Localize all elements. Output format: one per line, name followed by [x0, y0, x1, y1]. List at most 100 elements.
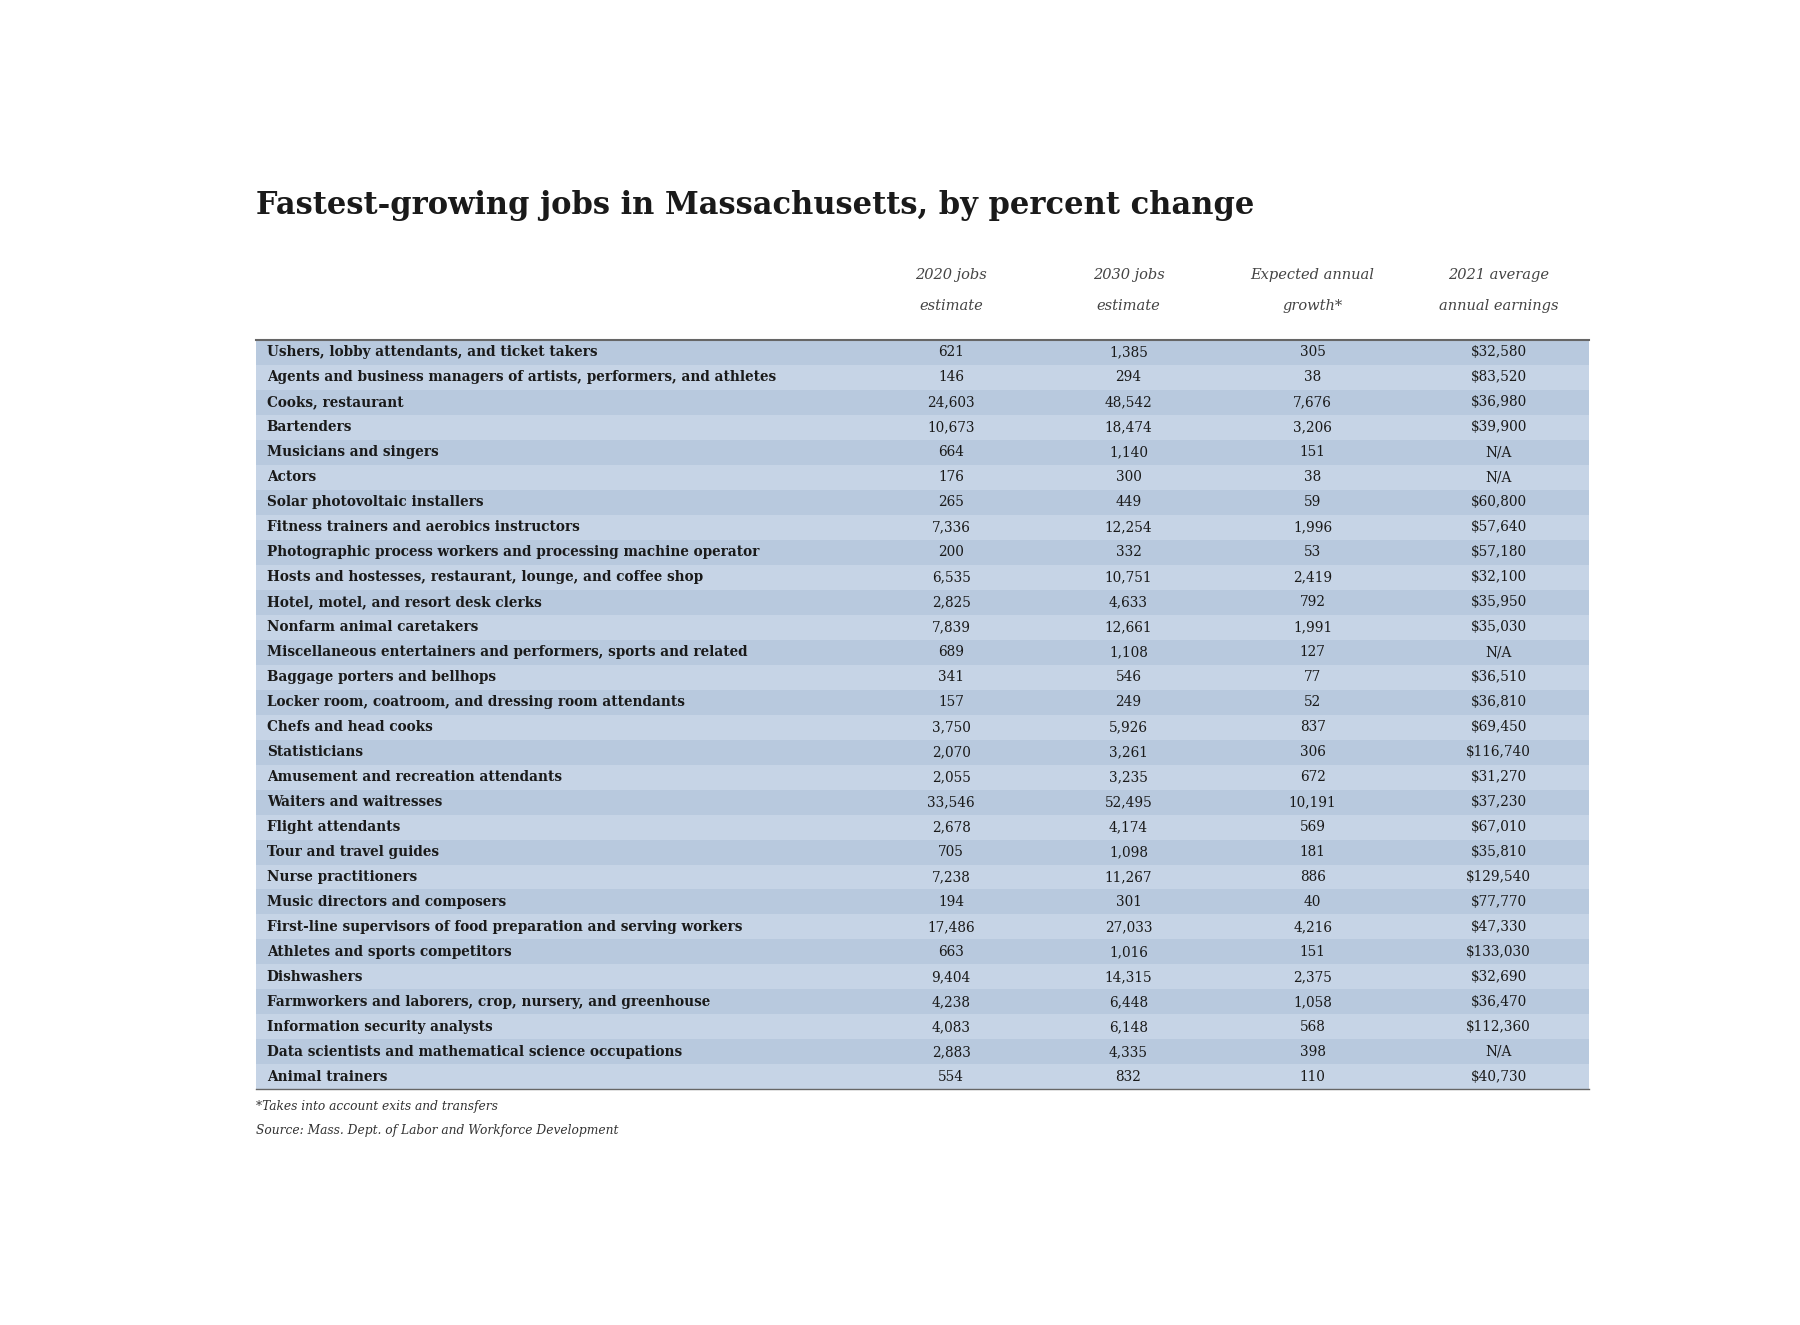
Text: Photographic process workers and processing machine operator: Photographic process workers and process…: [266, 545, 760, 559]
Text: 305: 305: [1300, 344, 1325, 359]
Text: 1,016: 1,016: [1109, 945, 1148, 959]
Bar: [256, 489, 1589, 514]
Text: 12,661: 12,661: [1105, 620, 1152, 635]
Text: 48,542: 48,542: [1105, 395, 1152, 409]
Text: $39,900: $39,900: [1471, 420, 1526, 435]
Text: $133,030: $133,030: [1467, 945, 1532, 959]
Bar: [256, 815, 1589, 840]
Text: 38: 38: [1303, 370, 1321, 384]
Text: $36,810: $36,810: [1471, 696, 1526, 709]
Text: 294: 294: [1116, 370, 1141, 384]
Bar: [256, 1040, 1589, 1064]
Text: 53: 53: [1303, 545, 1321, 559]
Bar: [256, 840, 1589, 864]
Text: 306: 306: [1300, 745, 1325, 759]
Text: N/A: N/A: [1485, 1045, 1512, 1059]
Text: $47,330: $47,330: [1471, 920, 1526, 934]
Text: Source: Mass. Dept. of Labor and Workforce Development: Source: Mass. Dept. of Labor and Workfor…: [256, 1124, 617, 1137]
Text: $67,010: $67,010: [1471, 820, 1526, 833]
Text: 621: 621: [938, 344, 965, 359]
Text: 792: 792: [1300, 595, 1325, 610]
Text: 4,216: 4,216: [1292, 920, 1332, 934]
Text: 705: 705: [938, 845, 965, 859]
Bar: [256, 440, 1589, 465]
Text: Flight attendants: Flight attendants: [266, 820, 400, 833]
Bar: [256, 739, 1589, 765]
Text: $35,030: $35,030: [1471, 620, 1526, 635]
Text: 3,206: 3,206: [1292, 420, 1332, 435]
Bar: [256, 914, 1589, 939]
Text: 265: 265: [938, 496, 965, 509]
Text: estimate: estimate: [920, 298, 983, 313]
Text: 151: 151: [1300, 445, 1325, 458]
Text: $57,180: $57,180: [1471, 545, 1526, 559]
Text: Actors: Actors: [266, 470, 317, 484]
Text: Ushers, lobby attendants, and ticket takers: Ushers, lobby attendants, and ticket tak…: [266, 344, 598, 359]
Text: 554: 554: [938, 1071, 965, 1084]
Text: Baggage porters and bellhops: Baggage porters and bellhops: [266, 670, 495, 684]
Text: 1,058: 1,058: [1292, 995, 1332, 1008]
Text: 249: 249: [1116, 696, 1141, 709]
Bar: [256, 615, 1589, 640]
Text: Amusement and recreation attendants: Amusement and recreation attendants: [266, 770, 562, 784]
Text: Fastest-growing jobs in Massachusetts, by percent change: Fastest-growing jobs in Massachusetts, b…: [256, 189, 1255, 220]
Text: estimate: estimate: [1096, 298, 1161, 313]
Text: 1,098: 1,098: [1109, 845, 1148, 859]
Text: 2,070: 2,070: [932, 745, 970, 759]
Text: $36,510: $36,510: [1471, 670, 1526, 684]
Text: $36,980: $36,980: [1471, 395, 1526, 409]
Text: 10,191: 10,191: [1289, 795, 1336, 810]
Text: Data scientists and mathematical science occupations: Data scientists and mathematical science…: [266, 1045, 682, 1059]
Text: Fitness trainers and aerobics instructors: Fitness trainers and aerobics instructor…: [266, 519, 580, 534]
Text: 110: 110: [1300, 1071, 1325, 1084]
Text: Bartenders: Bartenders: [266, 420, 353, 435]
Text: $36,470: $36,470: [1471, 995, 1526, 1008]
Text: 2030 jobs: 2030 jobs: [1093, 268, 1165, 282]
Text: 18,474: 18,474: [1105, 420, 1152, 435]
Text: Information security analysts: Information security analysts: [266, 1020, 493, 1034]
Text: 3,261: 3,261: [1109, 745, 1148, 759]
Bar: [256, 640, 1589, 665]
Bar: [256, 465, 1589, 489]
Bar: [256, 364, 1589, 390]
Text: 689: 689: [938, 645, 965, 659]
Text: Miscellaneous entertainers and performers, sports and related: Miscellaneous entertainers and performer…: [266, 645, 747, 659]
Text: 398: 398: [1300, 1045, 1325, 1059]
Text: 157: 157: [938, 696, 965, 709]
Text: 2021 average: 2021 average: [1449, 268, 1550, 282]
Text: 12,254: 12,254: [1105, 519, 1152, 534]
Text: 2,825: 2,825: [932, 595, 970, 610]
Text: 4,083: 4,083: [932, 1020, 970, 1034]
Text: 10,751: 10,751: [1105, 570, 1152, 584]
Bar: [256, 415, 1589, 440]
Text: 3,750: 3,750: [932, 719, 970, 734]
Text: 332: 332: [1116, 545, 1141, 559]
Text: 38: 38: [1303, 470, 1321, 484]
Text: 40: 40: [1303, 894, 1321, 909]
Text: 546: 546: [1116, 670, 1141, 684]
Text: 127: 127: [1300, 645, 1325, 659]
Text: 663: 663: [938, 945, 965, 959]
Text: Dishwashers: Dishwashers: [266, 970, 364, 984]
Text: Cooks, restaurant: Cooks, restaurant: [266, 395, 403, 409]
Text: 2,055: 2,055: [932, 770, 970, 784]
Text: 181: 181: [1300, 845, 1325, 859]
Text: 194: 194: [938, 894, 965, 909]
Bar: [256, 339, 1589, 364]
Text: Expected annual: Expected annual: [1251, 268, 1375, 282]
Text: 11,267: 11,267: [1105, 871, 1152, 884]
Text: 14,315: 14,315: [1105, 970, 1152, 984]
Text: $69,450: $69,450: [1471, 719, 1526, 734]
Text: 832: 832: [1116, 1071, 1141, 1084]
Text: Nonfarm animal caretakers: Nonfarm animal caretakers: [266, 620, 479, 635]
Text: Athletes and sports competitors: Athletes and sports competitors: [266, 945, 511, 959]
Bar: [256, 889, 1589, 914]
Text: 52: 52: [1303, 696, 1321, 709]
Text: 10,673: 10,673: [927, 420, 976, 435]
Text: $32,580: $32,580: [1471, 344, 1526, 359]
Text: 7,336: 7,336: [932, 519, 970, 534]
Text: 300: 300: [1116, 470, 1141, 484]
Text: 4,633: 4,633: [1109, 595, 1148, 610]
Text: $57,640: $57,640: [1471, 519, 1526, 534]
Text: 341: 341: [938, 670, 965, 684]
